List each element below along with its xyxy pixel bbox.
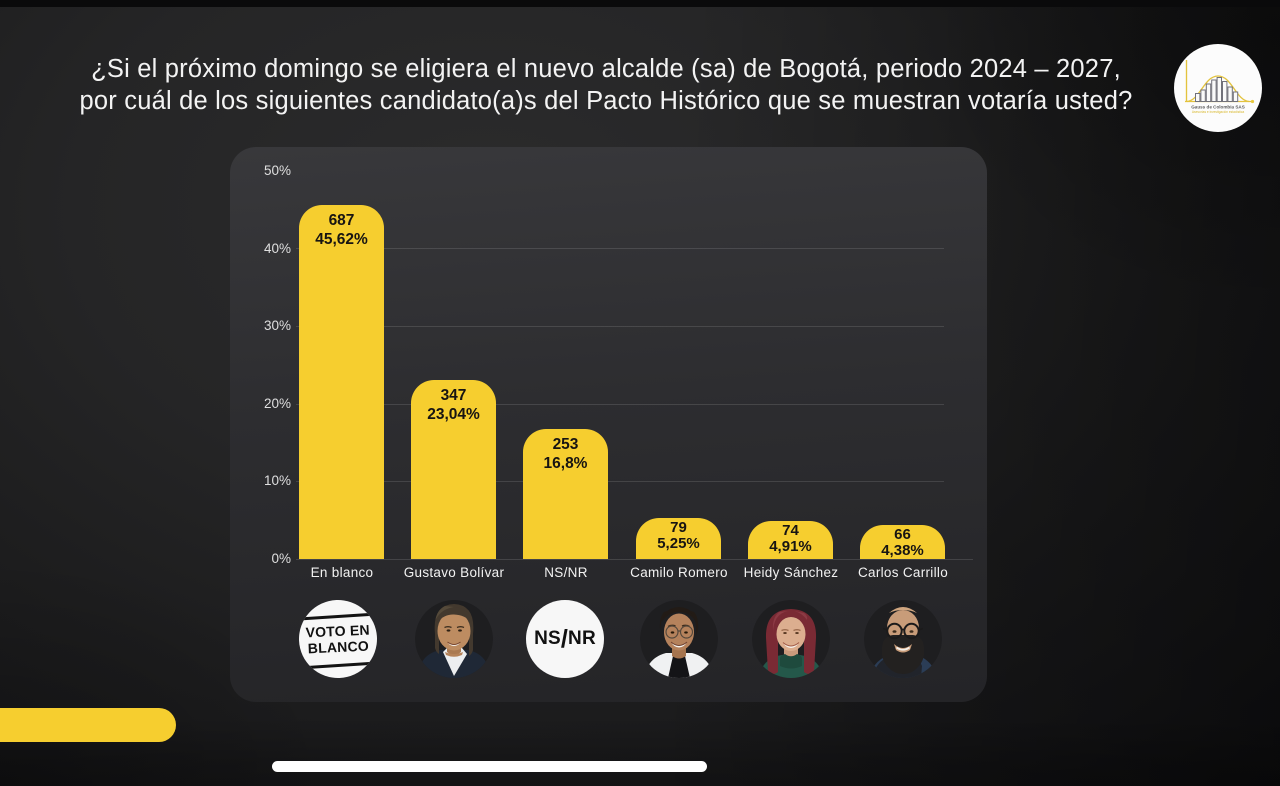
svg-text:Gauss de Colombia SAS: Gauss de Colombia SAS bbox=[1191, 105, 1245, 110]
svg-text:Asesorías e investigación esta: Asesorías e investigación estadística bbox=[1192, 110, 1244, 114]
